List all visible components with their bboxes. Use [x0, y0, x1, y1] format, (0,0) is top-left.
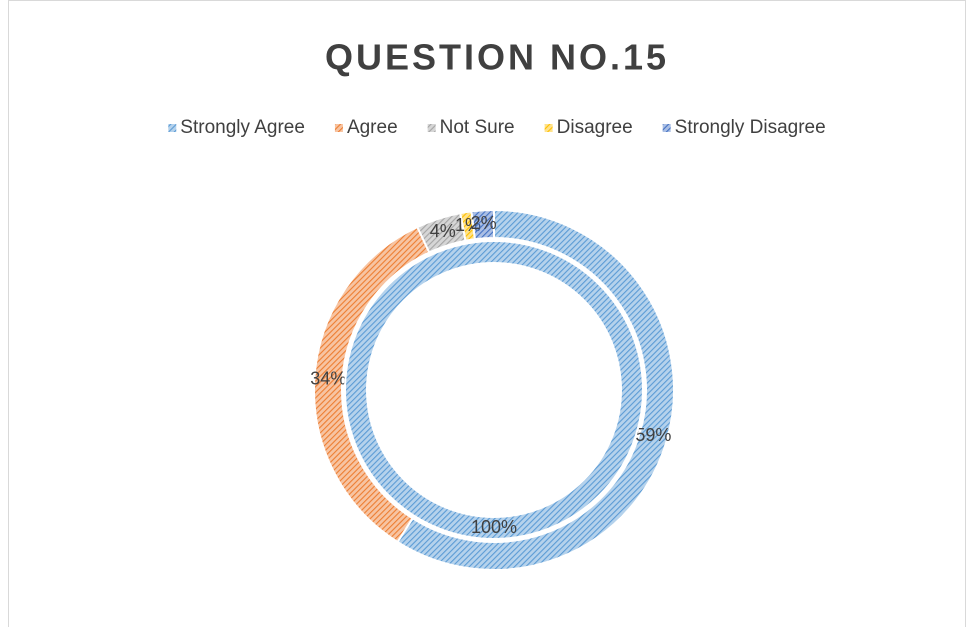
data-label: 34%	[310, 368, 346, 388]
doughnut-segment	[396, 208, 675, 571]
legend-label: Not Sure	[440, 117, 515, 138]
legend-label: Strongly Agree	[180, 117, 305, 138]
legend-marker	[544, 124, 553, 132]
data-label: 59%	[635, 425, 671, 445]
data-label: 4%	[430, 221, 456, 241]
legend-label: Disagree	[557, 117, 633, 138]
doughnut-segment	[344, 239, 644, 541]
chart-title: QUESTION NO.15	[325, 37, 669, 78]
legend-label: Strongly Disagree	[675, 117, 826, 138]
legend-marker	[168, 124, 177, 132]
legend-marker	[662, 124, 671, 132]
legend-marker	[334, 124, 343, 132]
legend-label: Agree	[347, 117, 398, 138]
doughnut-segment	[470, 208, 495, 241]
data-label: 100%	[471, 517, 517, 537]
data-label: 2%	[471, 213, 497, 233]
legend-marker	[427, 124, 436, 132]
